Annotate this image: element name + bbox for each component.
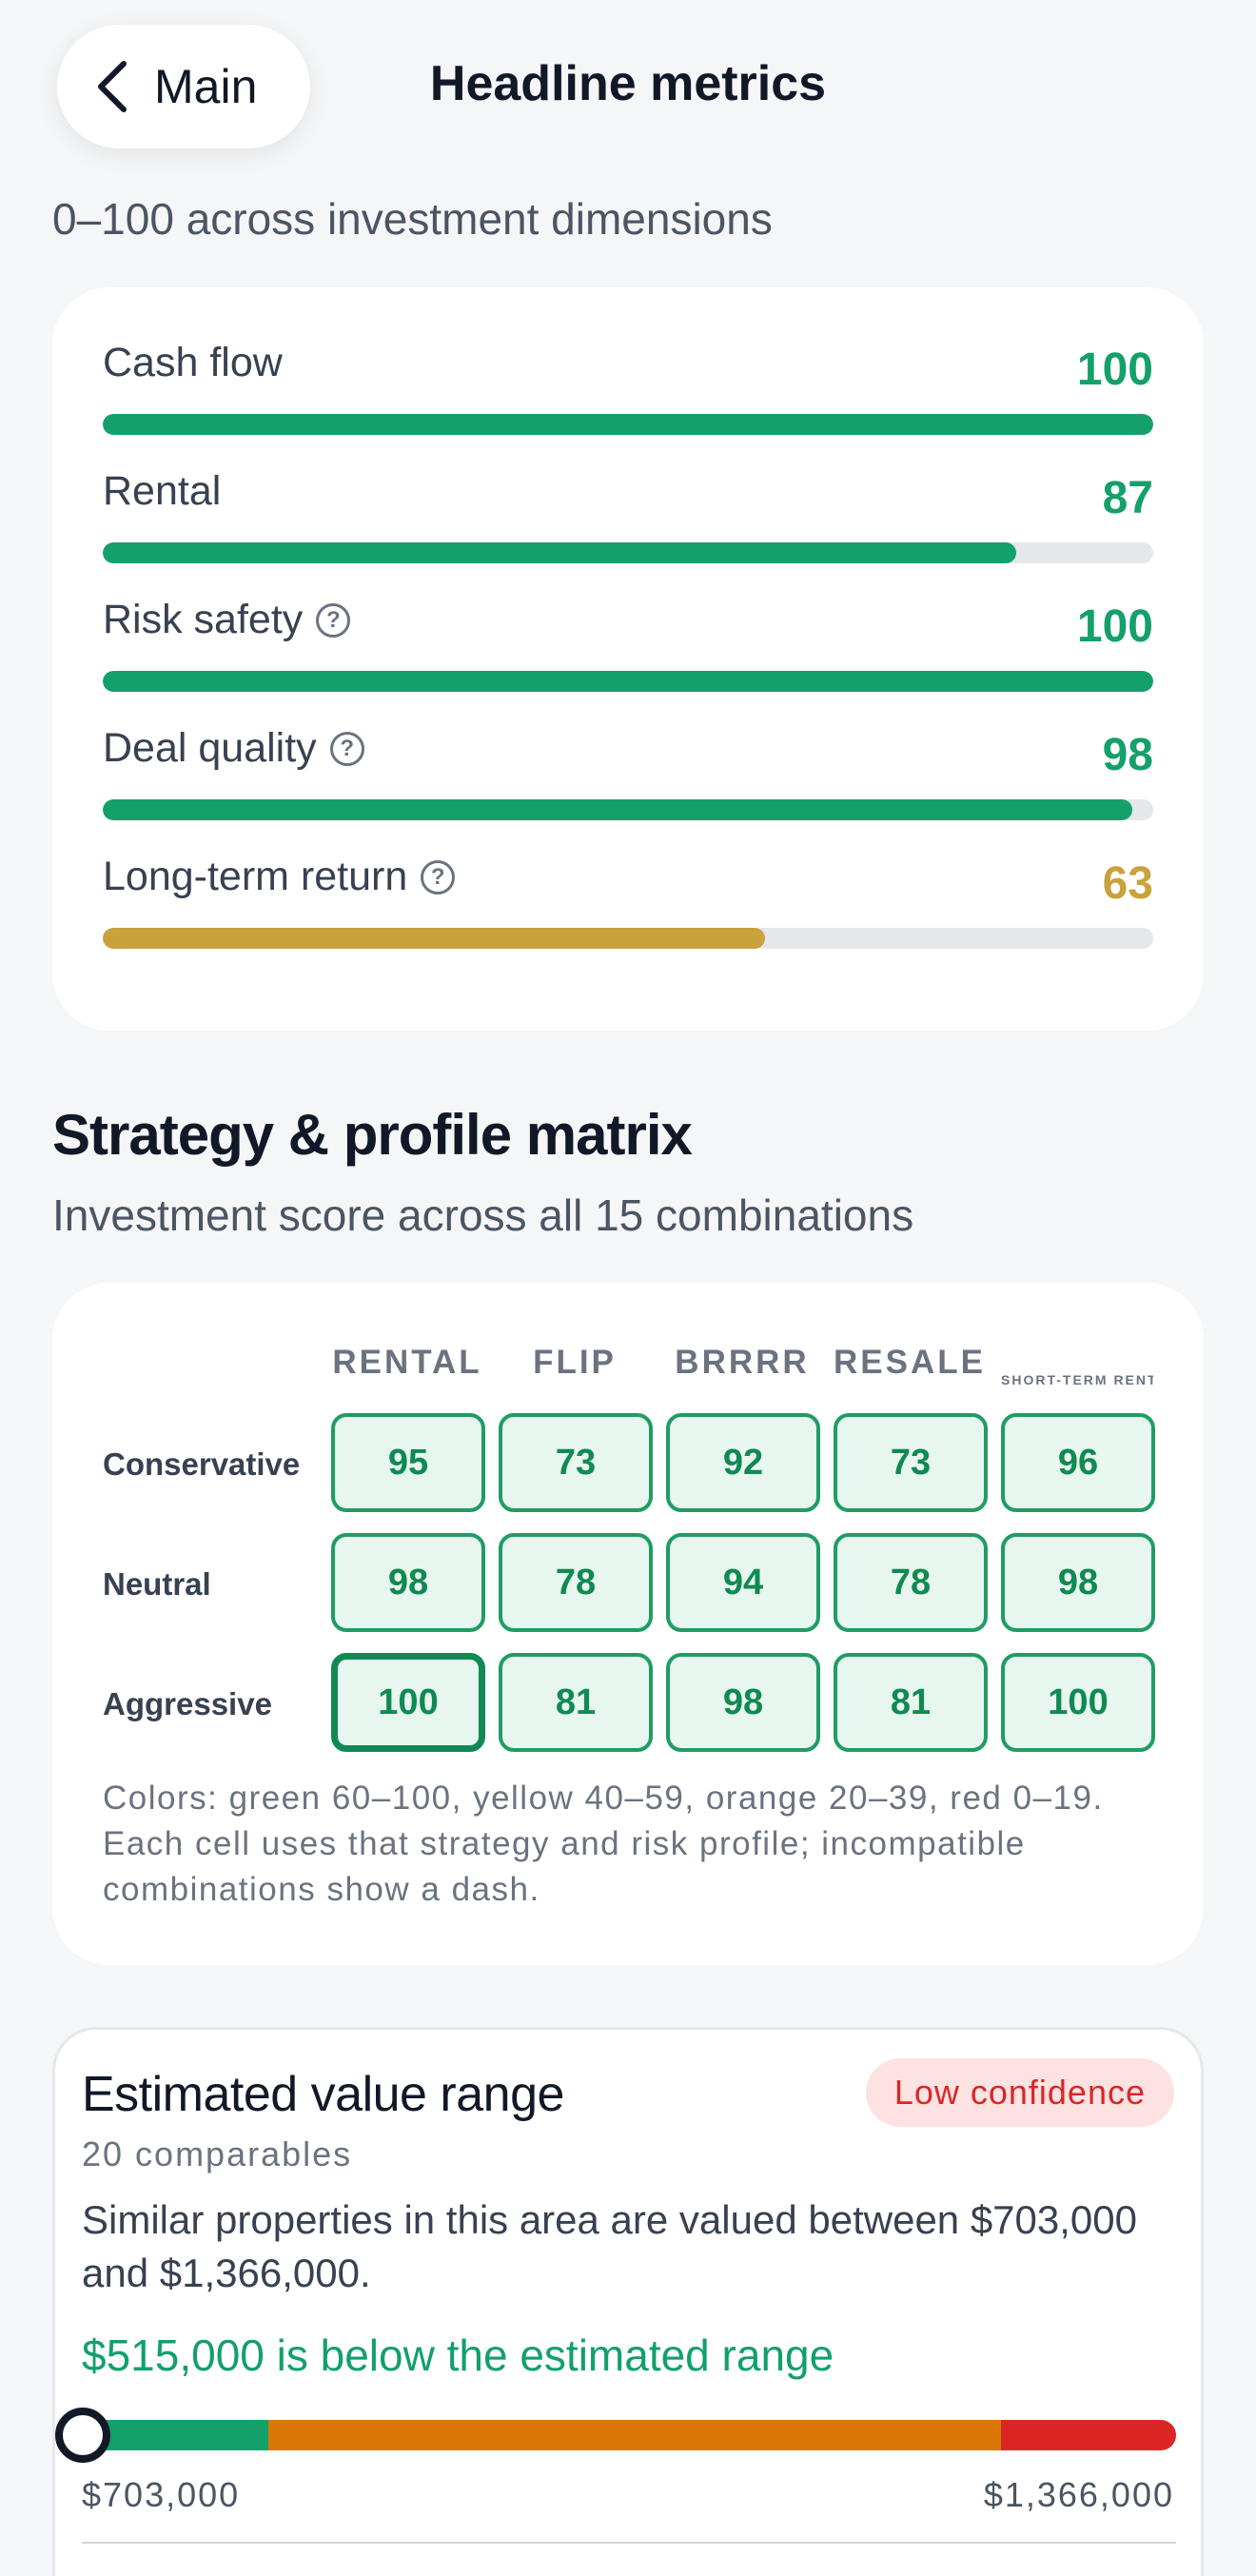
row-header: Conservative [103, 1446, 301, 1482]
progress-track [103, 542, 1153, 563]
value-range-bar [82, 2420, 1176, 2450]
range-segment-red [1001, 2420, 1176, 2450]
value-range-title: Estimated value range [82, 2067, 564, 2122]
matrix-cell[interactable]: 95 [331, 1413, 485, 1512]
matrix-title: Strategy & profile matrix [52, 1103, 693, 1167]
metric-value: 100 [1076, 344, 1153, 395]
help-icon[interactable]: ? [421, 859, 456, 895]
comparables-count: 20 comparables [82, 2134, 353, 2173]
metric-label-text: Cash flow [103, 340, 283, 385]
range-segment-orange [267, 2420, 1001, 2450]
matrix-cell[interactable]: 73 [499, 1413, 653, 1512]
column-header: FLIP [533, 1344, 617, 1381]
metric-value: 87 [1102, 473, 1153, 523]
matrix-card: RENTAL FLIP BRRRR RESALE SHORT-TERM RENT… [52, 1283, 1204, 1965]
matrix-cell[interactable]: 100 [1001, 1653, 1155, 1752]
help-icon[interactable]: ? [316, 602, 351, 638]
row-header: Neutral [103, 1566, 211, 1602]
matrix-cell[interactable]: 73 [834, 1413, 988, 1512]
metric-value: 63 [1102, 858, 1153, 909]
back-button-label: Main [154, 60, 258, 113]
back-button[interactable]: Main [57, 25, 310, 148]
matrix-cell[interactable]: 96 [1001, 1413, 1155, 1512]
matrix-cell[interactable]: 78 [834, 1533, 988, 1632]
metric-label-text: Risk safety [103, 597, 304, 642]
metric-value: 100 [1076, 601, 1153, 652]
progress-track [103, 671, 1153, 692]
range-segment-green [82, 2420, 268, 2450]
matrix-cell[interactable]: 92 [666, 1413, 820, 1512]
page-title: Headline metrics [429, 56, 827, 111]
metrics-subtitle: 0–100 across investment dimensions [52, 194, 773, 244]
metric-label: Deal quality? [103, 725, 364, 772]
column-header: RESALE [834, 1344, 986, 1381]
matrix-cell[interactable]: 98 [666, 1653, 820, 1752]
column-header: BRRRR [675, 1344, 810, 1381]
matrix-subtitle: Investment score across all 15 combinati… [52, 1190, 914, 1240]
column-header: SHORT-TERM RENT... [1001, 1372, 1153, 1387]
matrix-cell[interactable]: 81 [499, 1653, 653, 1752]
metric-label: Rental [103, 468, 221, 515]
value-range-description: Similar properties in this area are valu… [82, 2197, 1138, 2295]
progress-fill [103, 414, 1153, 435]
metrics-card: Cash flow 100 Rental 87 Risk safety? 100… [52, 287, 1204, 1031]
metric-label-text: Long-term return [103, 854, 408, 899]
metric-label: Cash flow [103, 340, 283, 386]
metric-label: Long-term return? [103, 854, 456, 900]
range-low-label: $703,000 [82, 2475, 241, 2514]
matrix-cell[interactable]: 94 [666, 1533, 820, 1632]
chevron-left-icon [98, 61, 127, 112]
matrix-cell[interactable]: 98 [331, 1533, 485, 1632]
progress-fill [103, 928, 765, 949]
progress-fill [103, 542, 1017, 563]
progress-fill [103, 799, 1132, 820]
row-header: Aggressive [103, 1686, 272, 1721]
matrix-cell-selected[interactable]: 100 [331, 1653, 485, 1752]
value-verdict: $515,000 is below the estimated range [82, 2330, 834, 2380]
value-range-card: Estimated value range Low confidence 20 … [52, 2027, 1204, 2576]
range-high-label: $1,366,000 [983, 2475, 1174, 2514]
matrix-cell[interactable]: 78 [499, 1533, 653, 1632]
price-marker [55, 2408, 110, 2463]
top-bar: Main Headline metrics [0, 0, 1256, 171]
metric-label-text: Rental [103, 468, 222, 514]
progress-fill [103, 671, 1153, 692]
column-header: RENTAL [332, 1344, 482, 1381]
help-icon[interactable]: ? [329, 731, 364, 766]
matrix-cell[interactable]: 81 [834, 1653, 988, 1752]
progress-track [103, 414, 1153, 435]
metric-value: 98 [1102, 730, 1153, 780]
progress-track [103, 928, 1153, 949]
divider [82, 2542, 1176, 2544]
confidence-badge: Low confidence [865, 2058, 1174, 2127]
progress-track [103, 799, 1153, 820]
matrix-cell[interactable]: 98 [1001, 1533, 1155, 1632]
matrix-legend-note: Colors: green 60–100, yellow 40–59, oran… [103, 1780, 1104, 1908]
metric-label: Risk safety? [103, 597, 351, 643]
metric-label-text: Deal quality [103, 725, 317, 771]
